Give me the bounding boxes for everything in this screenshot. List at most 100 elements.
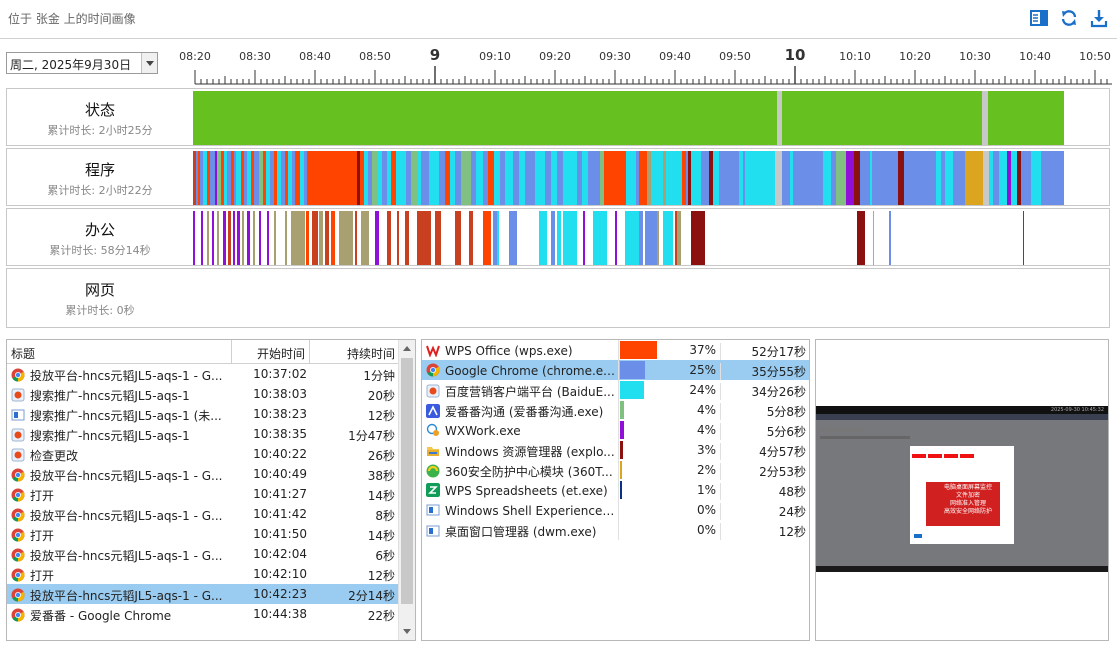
table-row[interactable]: 爱番番 - Google Chrome 10:44:38 22秒 [7, 604, 399, 624]
timeline-segment[interactable] [224, 151, 227, 205]
timeline-segment[interactable] [207, 151, 210, 205]
table-row[interactable]: 打开 10:41:50 14秒 [7, 524, 399, 544]
timeline-segment[interactable] [625, 211, 639, 265]
timeline-segment[interactable] [217, 151, 221, 205]
table-row[interactable]: 打开 10:42:10 12秒 [7, 564, 399, 584]
timeline-segment[interactable] [471, 151, 476, 205]
timeline-segment[interactable] [285, 211, 287, 265]
timeline-segment[interactable] [312, 211, 318, 265]
timeline-segment[interactable] [319, 211, 323, 265]
timeline-segment[interactable] [217, 211, 219, 265]
timeline-segment[interactable] [941, 151, 945, 205]
timeline-segment[interactable] [636, 151, 639, 205]
timeline-segment[interactable] [234, 151, 236, 205]
timeline-segment[interactable] [873, 211, 874, 265]
timeline-segment[interactable] [236, 151, 241, 205]
timeline-segment[interactable] [854, 151, 860, 205]
timeline-segment[interactable] [251, 151, 254, 205]
timeline-segment[interactable] [325, 211, 329, 265]
list-item[interactable]: WXWork.exe 4% 5分6秒 [422, 420, 809, 440]
timeline-segment[interactable] [231, 151, 234, 205]
timeline-segment[interactable] [469, 211, 473, 265]
scroll-up-icon[interactable] [403, 346, 411, 351]
timeline-segment[interactable] [461, 151, 471, 205]
timeline-segment[interactable] [274, 151, 277, 205]
timeline-segment[interactable] [505, 151, 513, 205]
timeline-segment[interactable] [198, 151, 200, 205]
list-item[interactable]: 爱番番沟通 (爱番番沟通.exe) 4% 5分8秒 [422, 400, 809, 420]
timeline-segment[interactable] [455, 151, 461, 205]
timeline-segment[interactable] [212, 211, 214, 265]
timeline-segment[interactable] [878, 151, 898, 205]
column-divider[interactable] [309, 340, 310, 364]
timeline-segment[interactable] [860, 151, 870, 205]
timeline-segment[interactable] [397, 211, 399, 265]
timeline-segment[interactable] [201, 211, 203, 265]
timeline-segment[interactable] [639, 151, 647, 205]
timeline-segment[interactable] [904, 151, 936, 205]
timeline-segment[interactable] [417, 151, 421, 205]
table-row[interactable]: 打开 10:41:27 14秒 [7, 484, 399, 504]
timeline-segment[interactable] [382, 151, 387, 205]
timeline-segment[interactable] [497, 211, 499, 265]
timeline-segment[interactable] [476, 151, 483, 205]
list-item[interactable]: 百度营销客户端平台 (BaiduE... 24% 34分26秒 [422, 380, 809, 400]
timeline-segment[interactable] [953, 151, 965, 205]
timeline-segment[interactable] [600, 151, 604, 205]
timeline-segment[interactable] [513, 151, 519, 205]
timeline-segment[interactable] [709, 151, 713, 205]
scroll-thumb[interactable] [401, 358, 413, 604]
column-divider[interactable] [231, 340, 232, 364]
scroll-down-icon[interactable] [403, 629, 411, 634]
timeline-segment[interactable] [291, 211, 305, 265]
timeline-segment[interactable] [247, 211, 250, 265]
timeline-segment[interactable] [227, 151, 231, 205]
timeline-segment[interactable] [982, 91, 988, 145]
timeline-segment[interactable] [361, 211, 369, 265]
timeline-segment[interactable] [588, 151, 600, 205]
timeline-segment[interactable] [583, 211, 585, 265]
timeline-segment[interactable] [228, 211, 231, 265]
timeline-segment[interactable] [375, 211, 379, 265]
timeline-segment[interactable] [682, 151, 686, 205]
date-select[interactable]: 周二, 2025年9月30日 [6, 52, 158, 74]
timeline-segment[interactable] [688, 151, 691, 205]
timeline-segment[interactable] [563, 211, 577, 265]
timeline-segment[interactable] [719, 151, 739, 205]
timeline-segment[interactable] [455, 211, 461, 265]
timeline-segment[interactable] [582, 151, 588, 205]
timeline-segment[interactable] [200, 151, 203, 205]
timeline-segment[interactable] [1017, 151, 1021, 205]
timeline-segment[interactable] [1023, 211, 1024, 265]
timeline-segment[interactable] [193, 91, 777, 145]
timeline-segment[interactable] [775, 151, 782, 205]
timeline-segment[interactable] [493, 211, 499, 265]
timeline-segment[interactable] [870, 151, 872, 205]
timeline-segment[interactable] [1007, 151, 1011, 205]
timeline-segment[interactable] [304, 151, 307, 205]
timeline-segment[interactable] [237, 211, 240, 265]
timeline-segment[interactable] [288, 151, 292, 205]
column-start[interactable]: 开始时间 [257, 347, 306, 361]
web-timeline[interactable] [193, 271, 1109, 327]
timeline-segment[interactable] [557, 151, 563, 205]
timeline-segment[interactable] [525, 151, 535, 205]
timeline-segment[interactable] [221, 151, 224, 205]
timeline-segment[interactable] [945, 151, 953, 205]
timeline-segment[interactable] [259, 211, 261, 265]
timeline-segment[interactable] [691, 211, 705, 265]
timeline-segment[interactable] [989, 151, 993, 205]
timeline-segment[interactable] [445, 151, 450, 205]
program-timeline[interactable] [193, 151, 1109, 205]
list-item[interactable]: 360安全防护中心模块 (360T... 2% 2分53秒 [422, 460, 809, 480]
list-item[interactable]: 桌面窗口管理器 (dwm.exe) 0% 12秒 [422, 520, 809, 540]
timeline-segment[interactable] [872, 151, 878, 205]
table-row[interactable]: 搜索推广-hncs元韬JL5-aqs-1 10:38:03 20秒 [7, 384, 399, 404]
timeline-segment[interactable] [450, 151, 455, 205]
screenshot-image[interactable]: 电脑桌面屏幕监控 文件加密 网络准入管理 高效安全网络防护 2025-09-30… [816, 406, 1108, 572]
list-item[interactable]: Google Chrome (chrome.exe) 25% 35分55秒 [422, 360, 809, 380]
timeline-segment[interactable] [295, 151, 300, 205]
list-item[interactable]: WPS Office (wps.exe) 37% 52分17秒 [422, 340, 809, 360]
timeline-segment[interactable] [557, 211, 561, 265]
timeline-segment[interactable] [439, 151, 445, 205]
